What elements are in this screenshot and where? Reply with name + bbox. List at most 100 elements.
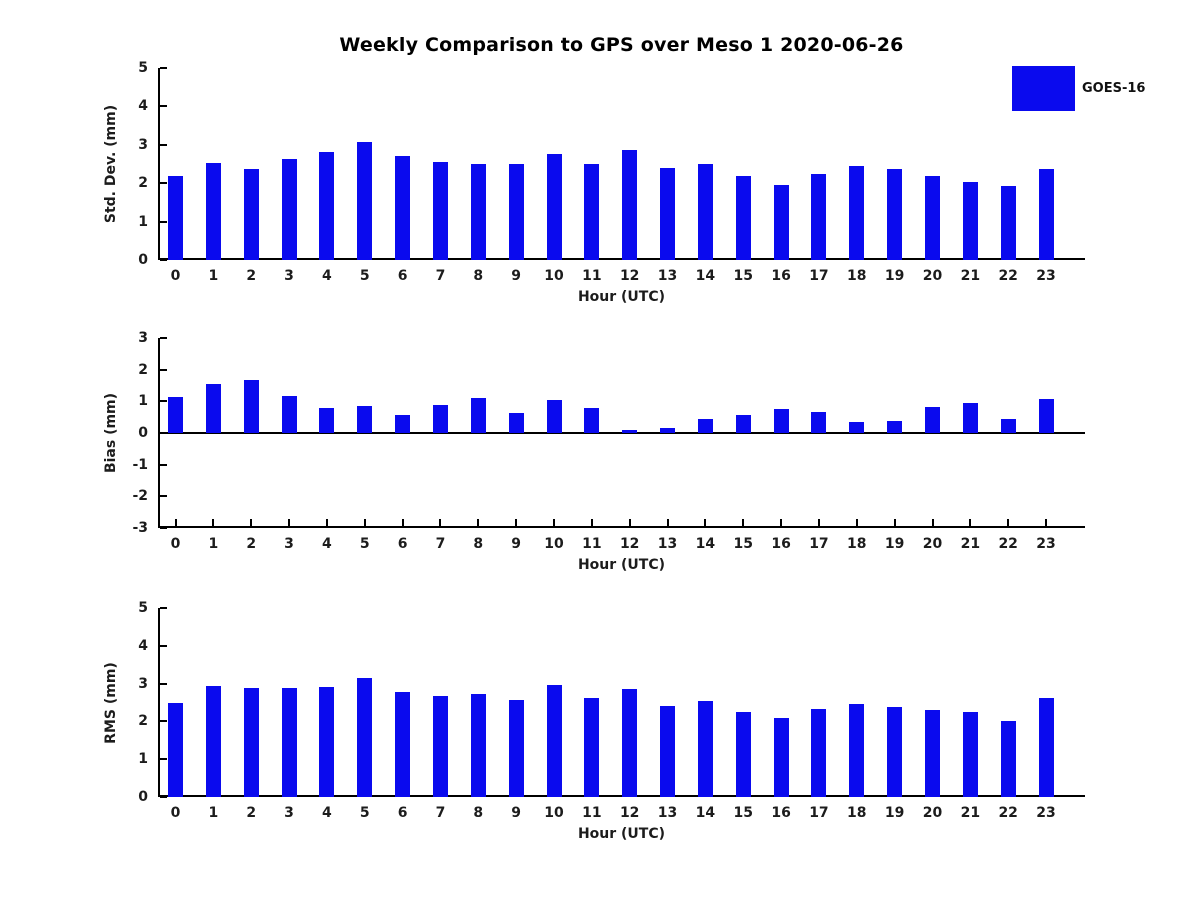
zero-baseline <box>158 432 1085 434</box>
x-tick <box>363 519 366 526</box>
x-tick-label: 4 <box>322 805 332 821</box>
x-axis-spine <box>158 526 1085 528</box>
x-axis-spine <box>158 258 1085 260</box>
bar-hour-4 <box>319 407 335 433</box>
bar-hour-6 <box>395 415 411 433</box>
bar-hour-4 <box>319 686 335 797</box>
x-tick-label: 17 <box>809 268 829 284</box>
y-tick <box>160 220 167 223</box>
bar-hour-11 <box>584 697 600 797</box>
bar-hour-7 <box>432 162 448 260</box>
bar-hour-9 <box>508 413 524 433</box>
bar-hour-2 <box>243 688 259 797</box>
x-tick-label: 20 <box>922 805 943 821</box>
x-axis-label: Hour (UTC) <box>577 289 666 305</box>
y-tick-label: 0 <box>138 252 148 268</box>
bar-hour-16 <box>773 185 789 260</box>
y-tick-label: 3 <box>138 136 148 153</box>
bar-hour-16 <box>773 717 789 797</box>
legend-swatch <box>1012 66 1075 111</box>
x-tick-label: 22 <box>998 268 1018 284</box>
bar-hour-20 <box>925 176 940 260</box>
x-tick-label: 17 <box>809 536 829 552</box>
bar-hour-5 <box>357 142 373 260</box>
x-tick <box>174 519 177 526</box>
x-tick-label: 8 <box>473 805 484 821</box>
x-tick-label: 7 <box>435 805 446 821</box>
y-tick <box>160 67 167 69</box>
x-tick-label: 8 <box>473 536 484 552</box>
y-tick-label: 5 <box>138 60 148 76</box>
bar-hour-1 <box>205 162 221 260</box>
x-tick-label: 16 <box>771 268 791 284</box>
bar-hour-11 <box>584 407 600 433</box>
y-tick <box>160 682 167 685</box>
bar-hour-10 <box>546 399 562 433</box>
x-tick-label: 9 <box>511 805 522 821</box>
bar-hour-18 <box>849 165 865 260</box>
x-tick-label: 19 <box>884 536 905 552</box>
y-tick <box>160 259 167 261</box>
bar-hour-15 <box>735 711 751 797</box>
x-tick-label: 3 <box>284 268 294 284</box>
x-tick-label: 3 <box>284 536 294 552</box>
y-tick <box>160 337 167 339</box>
y-tick-label: 1 <box>138 393 148 410</box>
x-axis-label: Hour (UTC) <box>577 826 666 842</box>
bar-hour-2 <box>243 168 259 260</box>
bar-hour-12 <box>622 688 638 797</box>
x-tick-label: 0 <box>170 805 181 821</box>
bar-hour-23 <box>1038 698 1054 797</box>
x-tick-label: 20 <box>922 536 943 552</box>
x-tick-label: 1 <box>208 536 219 552</box>
bar-hour-21 <box>962 402 978 433</box>
x-tick-label: 6 <box>397 536 408 552</box>
x-tick-label: 17 <box>809 805 829 821</box>
bar-hour-22 <box>1000 418 1016 433</box>
bar-hour-22 <box>1000 721 1016 797</box>
y-tick-label: 1 <box>138 751 148 768</box>
x-tick-label: 7 <box>435 536 446 552</box>
x-tick-label: 12 <box>619 805 640 821</box>
x-tick <box>212 519 215 526</box>
bar-hour-3 <box>281 396 297 433</box>
x-tick <box>590 519 593 526</box>
y-axis-spine <box>158 68 160 260</box>
bar-hour-17 <box>811 708 827 797</box>
x-axis-label: Hour (UTC) <box>577 557 666 573</box>
y-tick-label: -1 <box>132 456 148 473</box>
x-tick-label: 18 <box>847 268 867 284</box>
x-tick-label: 21 <box>960 805 981 821</box>
bar-hour-21 <box>962 712 978 797</box>
bar-hour-13 <box>660 705 676 797</box>
y-tick-label: 4 <box>138 637 148 654</box>
bar-hour-19 <box>887 169 903 260</box>
bar-hour-14 <box>697 164 713 260</box>
y-tick <box>160 368 167 371</box>
x-tick-label: 7 <box>435 268 446 284</box>
x-tick-label: 6 <box>397 805 408 821</box>
bar-hour-9 <box>508 164 524 260</box>
bar-hour-1 <box>205 686 221 797</box>
plot-rms: RMS (mm) Hour (UTC) 0 1 2 3 4 5 0 1 2 3 4 5 6 7 8 9 10 11… <box>103 600 1085 842</box>
bar-hour-10 <box>546 685 562 797</box>
y-tick-label: 2 <box>138 361 148 378</box>
legend-label: GOES-16 <box>1082 81 1146 96</box>
y-tick-label: -3 <box>132 520 148 536</box>
x-tick-label: 13 <box>657 805 678 821</box>
bar-hour-20 <box>925 407 940 433</box>
bar-hour-11 <box>584 163 600 260</box>
x-tick-label: 14 <box>695 268 716 284</box>
bar-hour-5 <box>357 406 373 433</box>
bar-hour-9 <box>508 699 524 797</box>
x-tick <box>666 519 669 526</box>
bar-hour-16 <box>773 408 789 433</box>
y-tick <box>160 105 167 108</box>
bar-hour-21 <box>962 182 978 260</box>
x-tick-label: 1 <box>208 268 219 284</box>
x-tick <box>931 519 934 526</box>
bar-hour-15 <box>735 414 751 433</box>
bar-hour-14 <box>697 419 713 433</box>
